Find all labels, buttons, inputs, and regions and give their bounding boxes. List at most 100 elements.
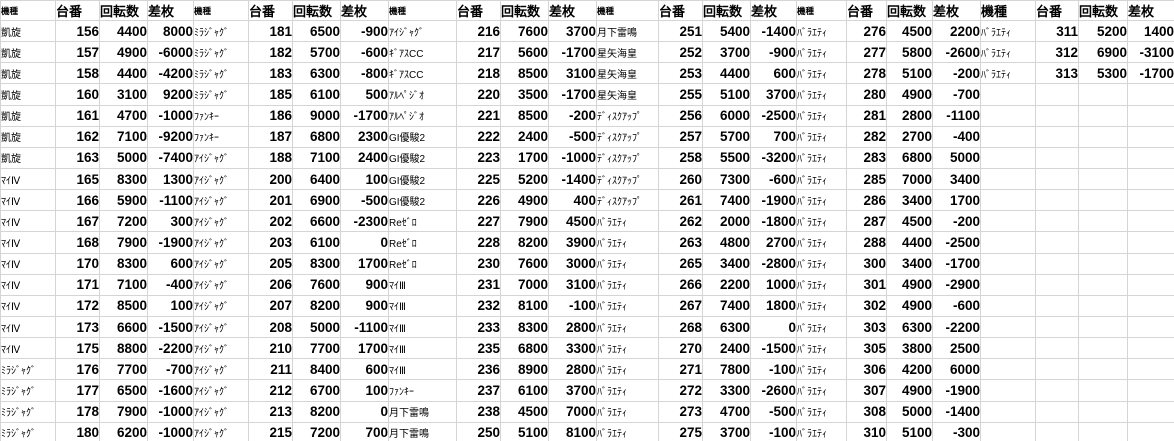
machine-type-cell[interactable]: ﾊﾞﾗｴﾃｨ [796, 167, 847, 191]
machine-type-cell[interactable]: ﾊﾞﾗｴﾃｨ [596, 252, 659, 275]
medal-diff-cell[interactable]: 2400 [340, 146, 389, 169]
spins-cell[interactable]: 8300 [500, 315, 549, 339]
machine-type-cell[interactable]: ﾊﾞﾗｴﾃｨ [796, 358, 847, 381]
machine-type-cell[interactable]: ｱｲｼﾞｬｸﾞ [193, 315, 249, 339]
machine-type-cell[interactable]: 月下雷鳴 [388, 421, 457, 441]
medal-diff-cell[interactable]: 700 [750, 125, 797, 148]
machine-type-cell[interactable]: ﾐﾗｼﾞｬｸﾞ [0, 400, 56, 423]
machine-type-cell[interactable] [980, 210, 1036, 233]
unit-number-cell[interactable]: 238 [456, 400, 501, 423]
machine-type-cell[interactable] [980, 379, 1036, 402]
machine-type-cell[interactable]: 凱旋 [0, 125, 56, 148]
unit-number-cell[interactable]: 218 [456, 62, 501, 85]
unit-number-cell[interactable]: 305 [846, 337, 887, 360]
medal-diff-cell[interactable]: 2800 [548, 315, 597, 339]
medal-diff-cell[interactable]: -1900 [750, 189, 797, 212]
unit-number-cell[interactable]: 157 [55, 41, 100, 64]
machine-type-cell[interactable]: ﾊﾞﾗｴﾃｨ [796, 125, 847, 148]
medal-diff-cell[interactable]: -1400 [548, 167, 597, 191]
medal-diff-cell[interactable]: 600 [750, 62, 797, 85]
spins-cell[interactable]: 6500 [99, 379, 148, 402]
machine-type-header[interactable]: 機種 [193, 0, 249, 21]
unit-number-cell[interactable]: 226 [456, 189, 501, 212]
medal-diff-cell[interactable]: 600 [340, 358, 389, 381]
medal-diff-cell[interactable]: 100 [340, 379, 389, 402]
machine-type-cell[interactable] [980, 337, 1036, 360]
medal-diff-cell[interactable]: -1000 [147, 104, 194, 127]
medal-diff-cell[interactable]: -700 [147, 358, 194, 381]
unit-number-cell[interactable]: 262 [658, 210, 703, 233]
spins-cell[interactable]: 6400 [292, 167, 341, 191]
machine-type-cell[interactable]: ﾊﾞﾗｴﾃｨ [796, 252, 847, 275]
unit-number-cell[interactable]: 306 [846, 358, 887, 381]
medal-diff-cell[interactable]: -100 [750, 358, 797, 381]
spins-cell[interactable]: 6800 [292, 125, 341, 148]
spins-cell[interactable]: 8300 [99, 167, 148, 191]
medal-diff-cell[interactable]: -1900 [147, 231, 194, 254]
unit-number-cell[interactable] [1035, 252, 1079, 275]
machine-type-cell[interactable]: ﾊﾞﾗｴﾃｨ [596, 210, 659, 233]
machine-type-cell[interactable]: 凱旋 [0, 83, 56, 106]
unit-number-cell[interactable]: 267 [658, 294, 703, 317]
spins-cell[interactable]: 5900 [99, 189, 148, 212]
unit-number-cell[interactable] [1035, 189, 1079, 212]
spins-cell[interactable]: 7700 [99, 358, 148, 381]
machine-type-cell[interactable]: 凱旋 [0, 104, 56, 127]
unit-number-cell[interactable]: 312 [1035, 41, 1079, 64]
unit-number-cell[interactable]: 275 [658, 421, 703, 441]
unit-number-cell[interactable] [1035, 83, 1079, 106]
machine-type-cell[interactable]: ｱｲｼﾞｬｸﾞ [193, 252, 249, 275]
machine-type-cell[interactable]: ｱｲｼﾞｬｸﾞ [193, 421, 249, 441]
machine-type-cell[interactable]: ﾊﾞﾗｴﾃｨ [796, 189, 847, 212]
medal-diff-cell[interactable]: -6000 [147, 41, 194, 64]
unit-number-cell[interactable]: 256 [658, 104, 703, 127]
spins-cell[interactable]: 5700 [702, 125, 751, 148]
unit-number-cell[interactable]: 308 [846, 400, 887, 423]
unit-number-cell[interactable]: 301 [846, 273, 887, 296]
medal-diff-cell[interactable]: -100 [548, 294, 597, 317]
unit-number-cell[interactable]: 168 [55, 231, 100, 254]
machine-type-cell[interactable]: ﾏｲⅣ [0, 167, 56, 191]
machine-type-cell[interactable]: 凱旋 [0, 41, 56, 64]
machine-type-cell[interactable] [980, 315, 1036, 339]
machine-type-header[interactable]: 機種 [0, 0, 56, 21]
spins-cell[interactable]: 8500 [500, 104, 549, 127]
unit-number-header[interactable]: 台番 [1035, 0, 1079, 21]
machine-type-cell[interactable]: ﾊﾞﾗｴﾃｨ [796, 41, 847, 64]
medal-diff-cell[interactable]: -300 [932, 421, 981, 441]
medal-diff-cell[interactable]: -1400 [750, 19, 797, 43]
unit-number-cell[interactable]: 257 [658, 125, 703, 148]
unit-number-cell[interactable]: 287 [846, 210, 887, 233]
medal-diff-cell[interactable]: 3000 [548, 252, 597, 275]
unit-number-cell[interactable]: 188 [248, 146, 293, 169]
spins-cell[interactable]: 5800 [886, 41, 933, 64]
machine-type-cell[interactable]: 凱旋 [0, 146, 56, 169]
machine-type-cell[interactable]: ﾊﾞﾗｴﾃｨ [980, 19, 1036, 43]
machine-type-cell[interactable]: ﾊﾞﾗｴﾃｨ [796, 379, 847, 402]
medal-diff-cell[interactable]: 0 [340, 231, 389, 254]
spins-cell[interactable]: 5000 [99, 146, 148, 169]
unit-number-cell[interactable]: 201 [248, 189, 293, 212]
medal-diff-cell[interactable]: -1600 [147, 379, 194, 402]
machine-type-cell[interactable]: 星矢海皇 [596, 62, 659, 85]
unit-number-cell[interactable]: 310 [846, 421, 887, 441]
medal-diff-cell[interactable]: -1700 [548, 41, 597, 64]
medal-diff-cell[interactable]: -1100 [147, 189, 194, 212]
unit-number-cell[interactable] [1035, 167, 1079, 191]
machine-type-cell[interactable] [980, 167, 1036, 191]
unit-number-cell[interactable]: 260 [658, 167, 703, 191]
unit-number-cell[interactable]: 172 [55, 294, 100, 317]
medal-diff-cell[interactable]: -1000 [548, 146, 597, 169]
medal-diff-cell[interactable]: -600 [932, 294, 981, 317]
unit-number-cell[interactable] [1035, 379, 1079, 402]
unit-number-cell[interactable] [1035, 125, 1079, 148]
unit-number-cell[interactable]: 286 [846, 189, 887, 212]
machine-type-cell[interactable]: ﾊﾞﾗｴﾃｨ [980, 62, 1036, 85]
machine-type-cell[interactable] [980, 189, 1036, 212]
spins-cell[interactable]: 6100 [292, 83, 341, 106]
spins-cell[interactable] [1078, 400, 1128, 423]
unit-number-cell[interactable]: 303 [846, 315, 887, 339]
unit-number-cell[interactable]: 268 [658, 315, 703, 339]
medal-diff-cell[interactable]: -2800 [750, 252, 797, 275]
unit-number-cell[interactable]: 232 [456, 294, 501, 317]
